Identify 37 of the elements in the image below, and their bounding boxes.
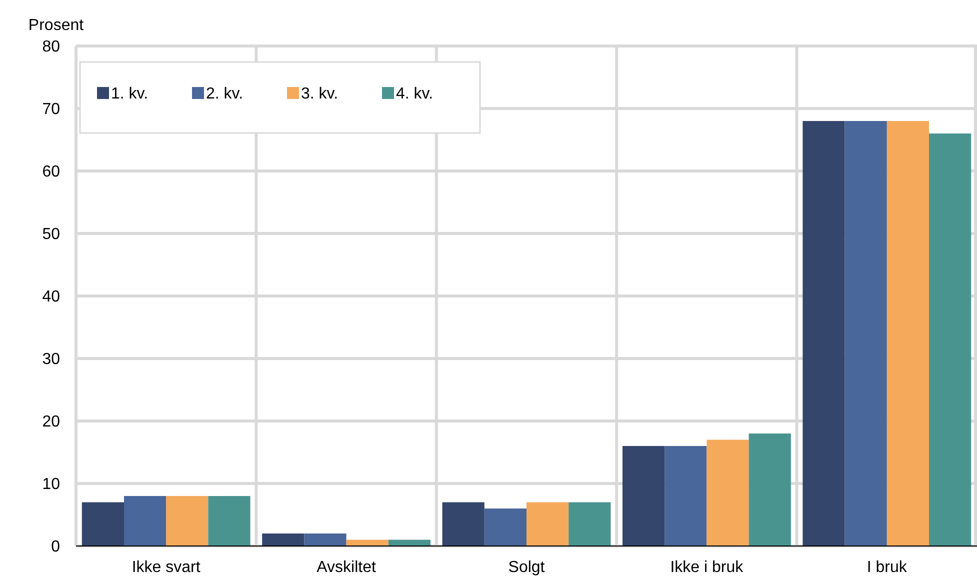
y-tick-label: 60 bbox=[42, 164, 60, 181]
bar bbox=[622, 446, 665, 546]
bar bbox=[484, 508, 526, 546]
legend-label: 4. kv. bbox=[396, 86, 434, 103]
y-tick-label: 50 bbox=[42, 226, 60, 244]
y-tick-label: 70 bbox=[42, 101, 60, 118]
legend-label: 2. kv. bbox=[206, 86, 244, 103]
y-tick-label: 80 bbox=[42, 38, 60, 56]
bar bbox=[802, 121, 845, 546]
x-tick-label: Avskiltet bbox=[316, 559, 376, 576]
x-tick-label: Solgt bbox=[508, 559, 546, 576]
bar bbox=[664, 446, 707, 546]
bar bbox=[82, 502, 124, 546]
y-tick-label: 0 bbox=[51, 538, 60, 556]
bar bbox=[706, 440, 749, 546]
x-tick-label: I bruk bbox=[866, 559, 908, 576]
bar bbox=[166, 496, 208, 546]
y-tick-label: 10 bbox=[42, 476, 60, 494]
bar bbox=[886, 121, 930, 546]
y-tick-label: 30 bbox=[42, 351, 60, 368]
bar bbox=[568, 502, 611, 546]
bar bbox=[208, 496, 250, 546]
y-tick-label: 20 bbox=[42, 414, 60, 431]
bar bbox=[124, 496, 166, 546]
legend-label: 1. kv. bbox=[111, 86, 148, 103]
legend-label: 3. kv. bbox=[301, 86, 338, 103]
x-tick-label: Ikke svart bbox=[132, 559, 201, 576]
y-tick-label: 40 bbox=[42, 288, 60, 306]
bar bbox=[526, 502, 569, 546]
bar bbox=[929, 134, 972, 546]
bar bbox=[442, 502, 484, 546]
bar bbox=[748, 434, 791, 546]
x-tick-label: Ikke i bruk bbox=[670, 559, 744, 576]
bar bbox=[304, 534, 346, 546]
bar bbox=[844, 121, 887, 546]
y-axis-title: Prosent bbox=[28, 17, 84, 34]
bar bbox=[262, 534, 304, 546]
